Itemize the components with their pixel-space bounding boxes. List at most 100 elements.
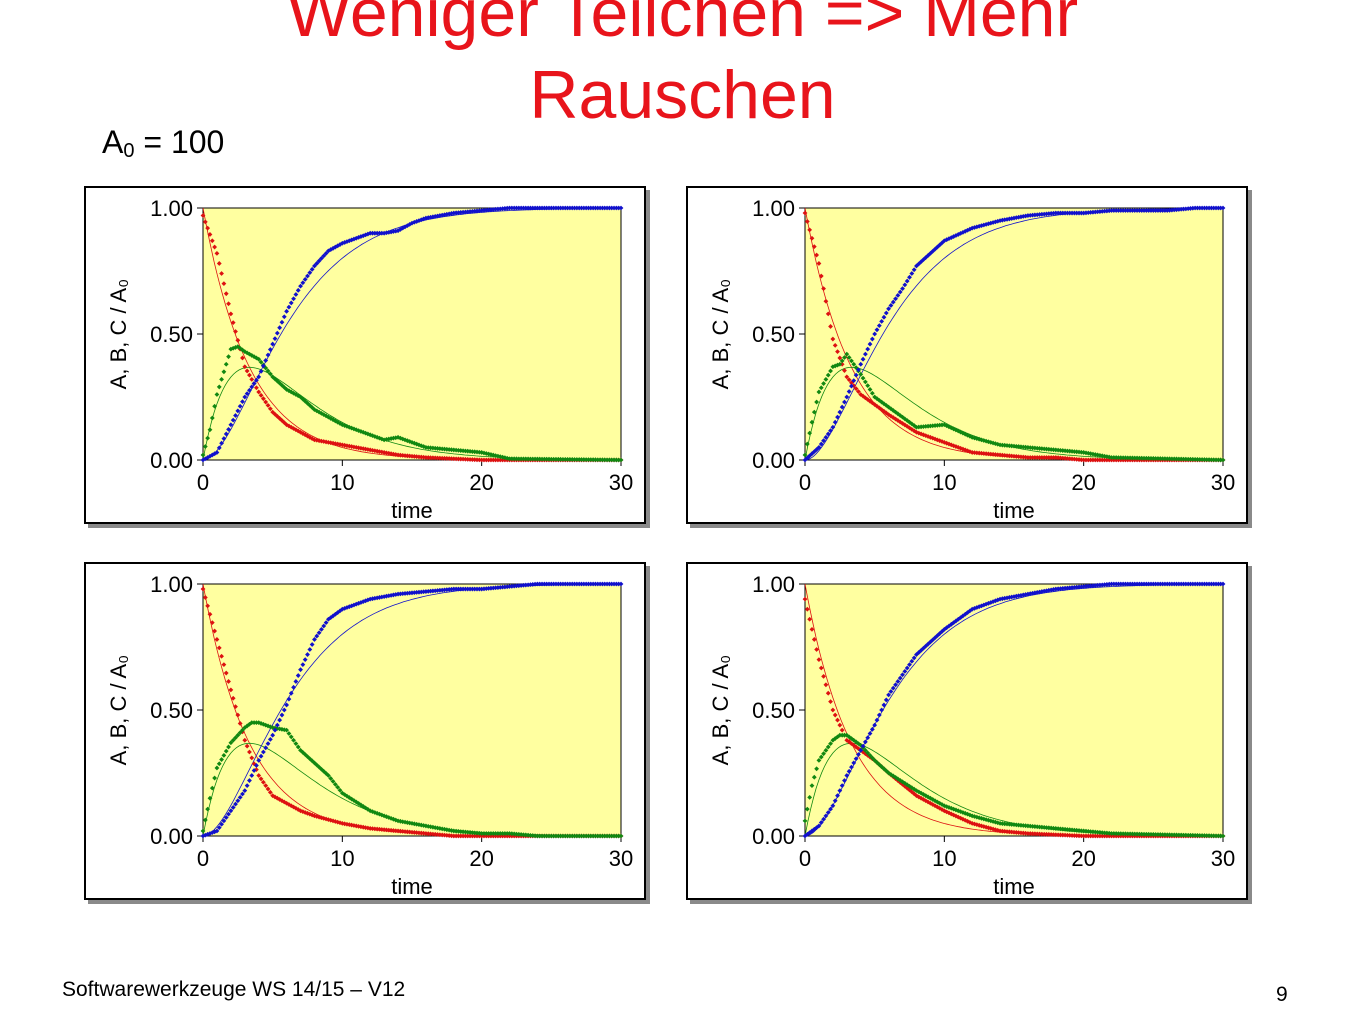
data-point-b xyxy=(618,833,624,839)
data-point-c xyxy=(323,250,329,256)
data-point-c xyxy=(925,253,931,258)
data-point-a xyxy=(1020,830,1026,836)
data-point-b xyxy=(233,735,238,741)
data-point-a xyxy=(233,329,238,334)
data-point-c xyxy=(1220,205,1226,211)
data-point-c xyxy=(865,346,871,352)
data-point-a xyxy=(249,376,255,382)
data-point-b xyxy=(1076,449,1082,455)
page-number: 9 xyxy=(1276,983,1288,1006)
data-point-a xyxy=(837,355,843,361)
data-point-c xyxy=(481,207,487,213)
data-point-c xyxy=(904,665,910,671)
data-point-b xyxy=(479,450,485,455)
x-tick-label: 20 xyxy=(469,846,493,871)
y-tick-label: 0.00 xyxy=(150,448,193,473)
data-point-c xyxy=(377,595,382,600)
data-point-c xyxy=(893,296,898,302)
data-point-a xyxy=(830,336,836,342)
data-point-a xyxy=(251,761,257,767)
data-point-c xyxy=(312,263,317,269)
data-point-b xyxy=(979,437,984,443)
data-point-b xyxy=(377,811,382,817)
data-point-b xyxy=(223,361,229,367)
data-point-b xyxy=(972,435,977,441)
data-point-a xyxy=(247,749,252,755)
data-point-a xyxy=(226,679,231,684)
data-point-b xyxy=(811,774,817,780)
data-point-c xyxy=(893,682,898,688)
data-point-c xyxy=(481,586,487,592)
data-point-c xyxy=(242,788,248,794)
data-point-b xyxy=(490,452,496,458)
data-point-c xyxy=(251,381,257,386)
data-point-c xyxy=(353,235,359,241)
data-point-c xyxy=(223,815,229,820)
data-point-c xyxy=(939,240,945,246)
data-point-c xyxy=(1018,592,1024,598)
data-point-c xyxy=(360,599,366,605)
data-point-c xyxy=(423,215,429,221)
data-point-a xyxy=(309,812,315,818)
data-point-c xyxy=(1051,210,1056,216)
data-point-c xyxy=(1051,587,1056,592)
data-point-a xyxy=(219,271,224,276)
data-point-c xyxy=(402,591,408,596)
data-point-c xyxy=(837,788,843,794)
data-point-b xyxy=(814,766,820,772)
data-point-c xyxy=(867,731,873,736)
chart-bottom-right: 0.00 0.50 1.00 0 10 20 30 time A, B, C / A₀ xyxy=(708,572,1235,898)
data-point-c xyxy=(240,399,245,405)
data-point-b xyxy=(918,424,924,430)
data-point-a xyxy=(230,320,236,326)
data-point-c xyxy=(809,451,815,457)
data-point-a xyxy=(214,637,220,642)
data-point-b xyxy=(291,737,296,743)
data-point-b xyxy=(825,744,831,750)
data-point-b xyxy=(256,356,262,362)
data-point-c xyxy=(811,449,817,454)
data-point-c xyxy=(828,806,833,812)
data-point-c xyxy=(907,662,912,668)
data-point-b xyxy=(221,369,227,375)
data-point-c xyxy=(821,438,826,444)
data-point-c xyxy=(298,667,303,673)
x-tick-label: 30 xyxy=(1211,846,1235,871)
data-point-b xyxy=(202,817,208,823)
x-axis-label: time xyxy=(993,874,1035,898)
data-point-c xyxy=(221,818,227,824)
data-point-c xyxy=(839,783,845,788)
data-point-c xyxy=(337,608,343,614)
data-point-c xyxy=(497,206,503,212)
data-point-c xyxy=(416,218,422,223)
data-point-c xyxy=(200,833,206,839)
data-point-c xyxy=(495,585,501,590)
data-point-c xyxy=(907,274,912,280)
data-point-c xyxy=(393,228,399,234)
data-point-c xyxy=(993,598,998,604)
data-point-c xyxy=(228,808,234,814)
data-point-b xyxy=(402,819,408,825)
data-point-a xyxy=(393,828,399,834)
data-point-b xyxy=(846,734,852,740)
data-point-b xyxy=(249,353,255,358)
data-point-c xyxy=(235,798,241,804)
data-point-b xyxy=(207,427,213,433)
data-point-c xyxy=(263,745,269,751)
x-tick-label: 10 xyxy=(330,846,354,871)
data-point-c xyxy=(802,457,808,463)
data-point-a xyxy=(221,662,227,668)
data-point-c xyxy=(379,594,385,600)
data-point-c xyxy=(860,356,866,362)
data-point-c xyxy=(830,803,836,809)
data-point-b xyxy=(1020,823,1026,828)
data-point-c xyxy=(295,287,301,293)
data-point-b xyxy=(363,430,368,436)
data-point-c xyxy=(965,610,970,615)
data-point-c xyxy=(851,760,857,766)
data-point-a xyxy=(212,244,218,250)
data-point-b xyxy=(1220,457,1226,463)
data-point-b xyxy=(230,737,236,743)
data-point-c xyxy=(1016,593,1022,599)
data-point-b xyxy=(939,802,945,807)
